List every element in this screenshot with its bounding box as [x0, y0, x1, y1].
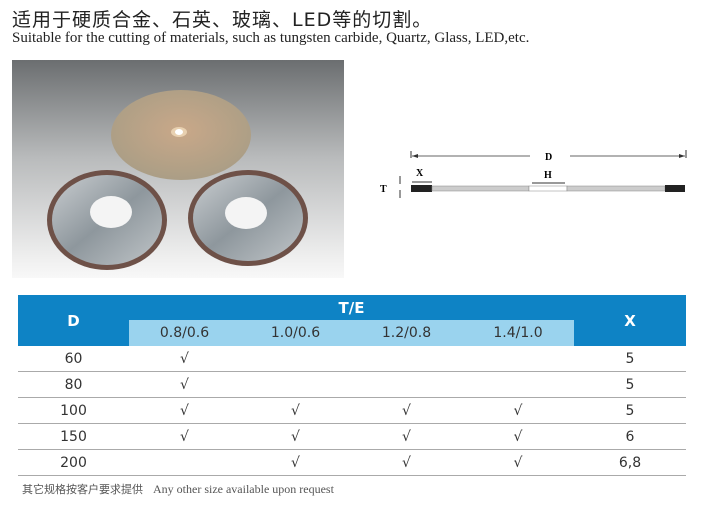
cell-check: √ — [129, 397, 240, 424]
cell-x: 5 — [574, 371, 686, 398]
cell-check: √ — [129, 346, 240, 372]
cell-check: √ — [240, 449, 351, 476]
cell-d: 80 — [18, 371, 129, 398]
table-row: 100 √ √ √ √ 5 — [18, 397, 686, 424]
header-te: T/E — [129, 295, 574, 320]
cell-check: √ — [129, 371, 240, 398]
cell-x: 6,8 — [574, 449, 686, 476]
cell-check: √ — [351, 423, 462, 450]
table-row: 80 √ 5 — [18, 371, 686, 398]
cell-check — [240, 371, 351, 398]
grinding-disc-top — [111, 90, 251, 180]
cell-x: 5 — [574, 397, 686, 424]
cell-check: √ — [351, 449, 462, 476]
specification-table: D T/E X 0.8/0.6 1.0/0.6 1.2/0.8 1.4/1.0 … — [18, 295, 686, 476]
table-row: 60 √ 5 — [18, 346, 686, 372]
cutting-wheel-left — [47, 170, 167, 270]
footnote-english: Any other size available upon request — [153, 482, 334, 496]
cell-check: √ — [240, 423, 351, 450]
cell-check: √ — [462, 449, 574, 476]
cell-d: 150 — [18, 423, 129, 450]
cell-check: √ — [129, 423, 240, 450]
cell-check — [351, 346, 462, 372]
header-x: X — [574, 295, 686, 346]
dimension-diagram: D X H T — [380, 140, 700, 210]
header-d: D — [18, 295, 129, 346]
cell-check — [351, 371, 462, 398]
cell-check — [462, 346, 574, 372]
cell-check — [129, 449, 240, 476]
label-x: X — [416, 168, 424, 179]
cell-d: 100 — [18, 397, 129, 424]
cell-check — [462, 371, 574, 398]
cell-check: √ — [462, 397, 574, 424]
cell-x: 5 — [574, 346, 686, 372]
cell-check: √ — [240, 397, 351, 424]
table-row: 200 √ √ √ 6,8 — [18, 449, 686, 476]
label-h: H — [544, 170, 552, 181]
header-te-1: 1.0/0.6 — [240, 320, 351, 346]
cell-x: 6 — [574, 423, 686, 450]
cutting-wheel-right — [188, 170, 308, 266]
header-te-2: 1.2/0.8 — [351, 320, 462, 346]
footnote-chinese: 其它规格按客户要求提供 — [22, 483, 143, 496]
header-te-3: 1.4/1.0 — [462, 320, 574, 346]
cell-check: √ — [351, 397, 462, 424]
header-te-0: 0.8/0.6 — [129, 320, 240, 346]
cell-d: 200 — [18, 449, 129, 476]
cell-d: 60 — [18, 346, 129, 372]
page-title-english: Suitable for the cutting of materials, s… — [12, 30, 530, 46]
footnote: 其它规格按客户要求提供 Any other size available upon… — [22, 481, 334, 497]
label-d: D — [545, 152, 552, 163]
page-title-chinese: 适用于硬质合金、石英、玻璃、LED等的切割。 — [12, 9, 433, 31]
table-row: 150 √ √ √ √ 6 — [18, 423, 686, 450]
cell-check — [240, 346, 351, 372]
product-photo — [12, 60, 344, 278]
label-t: T — [380, 184, 387, 195]
cell-check: √ — [462, 423, 574, 450]
